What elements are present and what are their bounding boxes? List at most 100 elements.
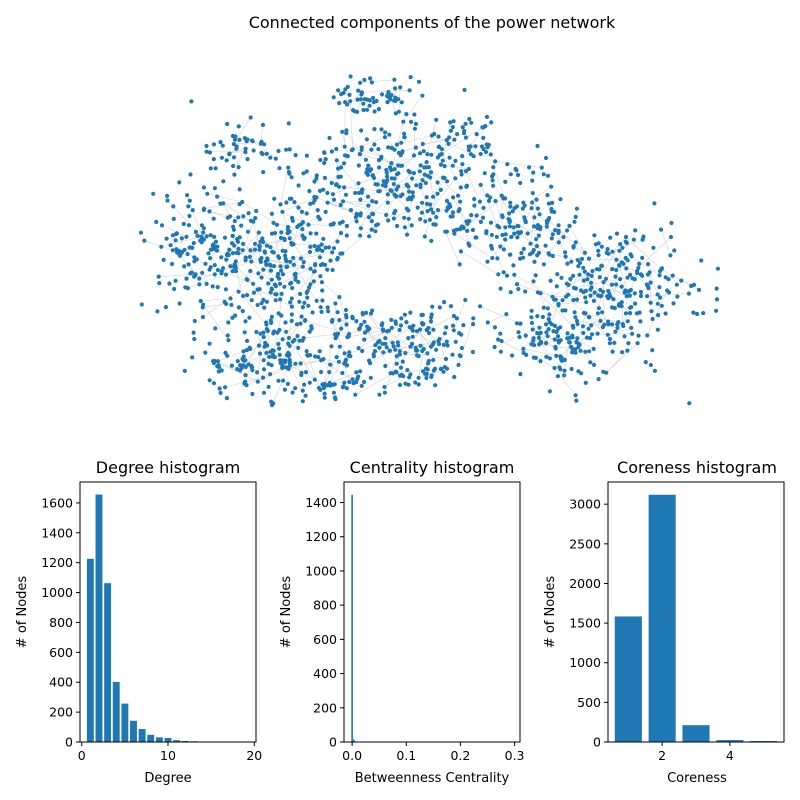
network-node [388,371,393,376]
network-node [591,362,597,367]
network-node [228,264,233,269]
network-node [500,232,505,238]
network-node [383,341,388,346]
network-node [646,284,651,289]
network-node [623,239,628,244]
network-node [208,265,213,270]
network-node [164,236,169,241]
network-node [369,219,374,224]
network-node [337,295,342,300]
network-node [422,165,427,170]
network-node [390,340,395,345]
network-node [245,229,251,234]
network-node [348,354,353,359]
network-node [537,212,542,217]
network-node [358,152,363,157]
network-node [575,258,580,263]
network-node [383,130,388,135]
network-node [447,155,452,160]
network-edge [619,265,629,292]
network-node [563,254,568,259]
network-node [362,319,367,324]
network-node [243,146,248,151]
network-node [360,187,365,192]
network-node [280,209,285,214]
network-node [387,348,392,353]
network-node [245,137,250,142]
network-node [562,368,567,373]
network-node [229,363,234,368]
network-node [268,245,273,250]
network-node [262,250,268,255]
network-node [203,261,208,266]
network-node [318,157,323,163]
network-node [486,142,491,147]
network-node [333,182,339,187]
network-node [596,241,601,246]
network-node [269,399,274,404]
network-node [575,321,580,327]
network-node [451,119,456,124]
network-node [556,240,561,245]
network-node [478,304,483,309]
network-node [546,201,552,206]
network-node [481,215,486,220]
network-node [558,338,563,343]
network-node [369,80,374,85]
network-node [435,180,440,185]
network-node [211,247,216,252]
network-node [337,184,342,189]
network-node [354,319,359,324]
network-node [550,253,555,259]
network-node [547,389,553,394]
network-node [245,293,250,298]
network-node [288,360,293,365]
network-node [474,132,479,137]
network-node [429,238,434,243]
network-node [333,336,338,341]
network-node [301,171,306,176]
network-node [489,243,494,248]
network-edge [541,335,559,344]
network-node [444,325,449,330]
network-node [489,232,494,238]
network-node [459,345,464,351]
network-node [384,212,389,218]
network-node [331,390,336,395]
network-node [252,241,258,246]
network-node [451,313,456,319]
network-node [267,262,272,267]
network-node [549,206,554,212]
network-node [544,330,549,335]
degree-histogram-ytick-label: 200 [49,705,73,720]
network-node [464,184,469,189]
network-node [306,303,311,308]
network-node [374,200,379,205]
network-node [442,164,447,169]
network-node [491,165,496,170]
network-node [424,375,429,380]
network-node [245,338,250,343]
network-node [279,268,284,273]
network-edge [303,334,336,339]
network-node [229,302,234,307]
network-edge [324,177,337,185]
network-node [270,249,275,254]
network-edge [453,299,466,331]
network-node [442,175,447,181]
network-node [431,210,436,215]
network-node [549,184,554,189]
network-edge [251,232,260,262]
network-edge [431,139,455,156]
network-node [507,224,512,229]
network-edge [495,161,542,168]
network-node [411,171,416,176]
network-node [344,223,349,229]
network-node [288,259,293,264]
network-node [235,359,240,364]
network-node [395,223,400,229]
network-node [607,291,612,297]
network-node [202,206,207,211]
network-node [538,330,543,335]
network-node [546,317,551,322]
